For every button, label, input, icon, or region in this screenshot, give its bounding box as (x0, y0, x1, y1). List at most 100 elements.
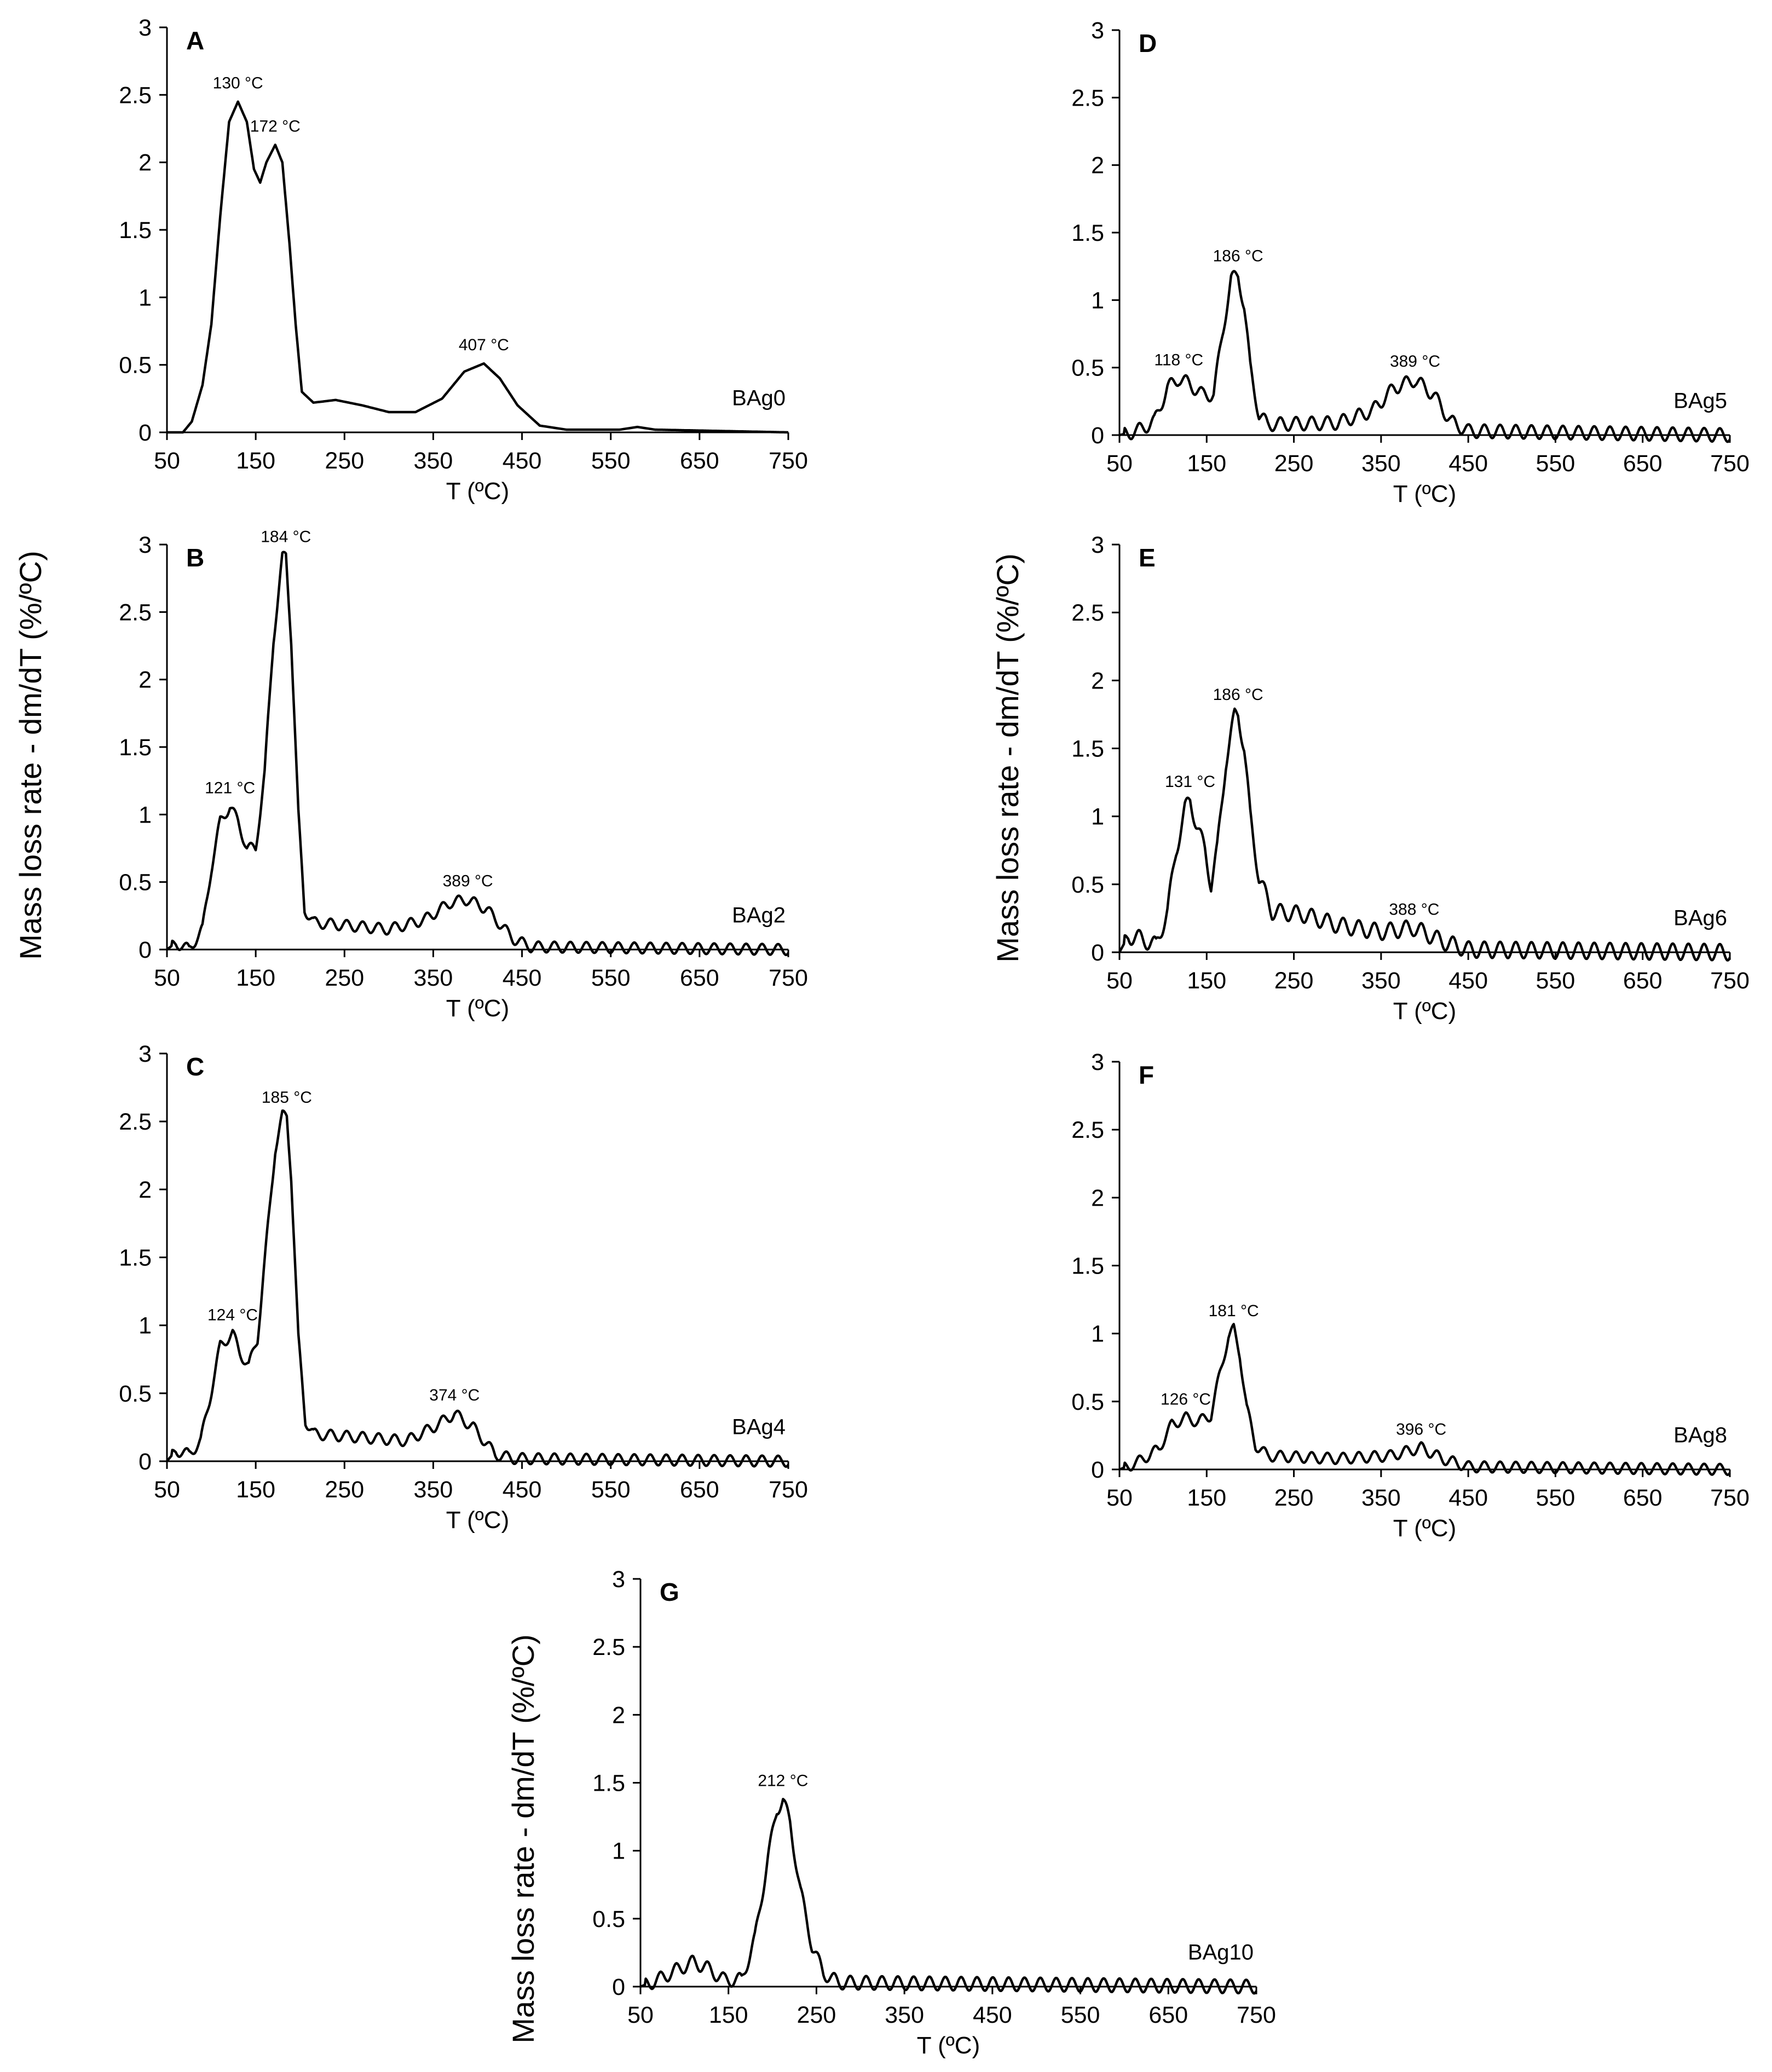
x-tick-label: 650 (1623, 450, 1663, 477)
sample-label: BAg2 (732, 904, 786, 928)
x-axis-title: T (ºC) (917, 2032, 980, 2059)
x-tick-label: 750 (1710, 450, 1750, 477)
x-tick-label: 50 (627, 2002, 654, 2028)
x-tick-label: 550 (1536, 1485, 1575, 1511)
x-tick-label: 650 (1623, 1485, 1663, 1511)
y-axis-label-bottom: Mass loss rate - dm/dT (%/ºC) (506, 1634, 540, 2044)
peak-label: 186 °C (1213, 686, 1263, 704)
peak-label: 130 °C (213, 74, 263, 92)
panel-letter: C (186, 1052, 204, 1081)
y-tick-label: 2 (612, 1702, 625, 1728)
x-tick-label: 750 (1710, 1485, 1750, 1511)
sample-label: BAg0 (732, 386, 786, 410)
peak-label: 172 °C (250, 118, 301, 136)
y-tick-label: 3 (138, 15, 152, 41)
x-tick-label: 450 (973, 2002, 1012, 2028)
x-tick-label: 550 (591, 448, 631, 474)
peak-label: 185 °C (262, 1089, 312, 1107)
y-tick-label: 3 (1091, 532, 1104, 558)
x-tick-label: 350 (1361, 450, 1401, 477)
peak-label: 118 °C (1154, 351, 1203, 369)
x-tick-label: 150 (1187, 450, 1226, 477)
x-tick-label: 450 (1448, 450, 1488, 477)
x-tick-label: 550 (1536, 968, 1575, 994)
y-tick-label: 2 (1091, 153, 1104, 179)
x-tick-label: 50 (1106, 450, 1133, 477)
y-tick-label: 2.5 (1071, 85, 1104, 111)
peak-label: 186 °C (1213, 247, 1263, 265)
y-tick-label: 2 (138, 1177, 152, 1203)
x-tick-label: 150 (709, 2002, 748, 2028)
x-tick-label: 150 (1187, 1485, 1226, 1511)
y-tick-label: 3 (138, 532, 152, 558)
y-tick-label: 0.5 (119, 870, 152, 896)
peak-label: 121 °C (205, 779, 255, 797)
series-line (1119, 270, 1731, 443)
y-tick-label: 0 (138, 1449, 152, 1475)
y-tick-label: 2 (138, 667, 152, 693)
x-axis-title: T (ºC) (446, 1507, 509, 1533)
y-tick-label: 2.5 (1071, 600, 1104, 626)
peak-label: 374 °C (429, 1386, 480, 1404)
x-axis-title: T (ºC) (1393, 998, 1456, 1025)
x-tick-label: 650 (680, 1477, 719, 1503)
peak-label: 131 °C (1165, 773, 1215, 791)
y-tick-label: 2.5 (119, 1109, 152, 1135)
panel-letter: G (660, 1578, 679, 1606)
x-tick-label: 450 (1448, 968, 1488, 994)
peak-label: 124 °C (207, 1306, 258, 1324)
series-line (1119, 1323, 1731, 1476)
y-tick-label: 1 (1091, 287, 1104, 314)
y-tick-label: 2.5 (119, 599, 152, 626)
panel-letter: F (1139, 1061, 1154, 1089)
y-tick-label: 3 (612, 1566, 625, 1593)
x-tick-label: 450 (1448, 1485, 1488, 1511)
y-tick-label: 1.5 (592, 1770, 625, 1797)
x-tick-label: 650 (1148, 2002, 1188, 2028)
series-line (1118, 707, 1731, 962)
y-tick-label: 1 (138, 802, 152, 828)
x-tick-label: 250 (1274, 450, 1314, 477)
y-tick-label: 1.5 (1071, 1253, 1104, 1280)
x-tick-label: 250 (325, 965, 364, 991)
x-tick-label: 750 (769, 448, 808, 474)
x-tick-label: 350 (414, 448, 453, 474)
x-tick-label: 450 (503, 1477, 542, 1503)
y-tick-label: 1 (1091, 804, 1104, 830)
y-tick-label: 0 (1091, 940, 1104, 966)
x-axis-title: T (ºC) (446, 995, 509, 1022)
x-tick-label: 350 (885, 2002, 924, 2028)
y-tick-label: 3 (1091, 1049, 1104, 1075)
y-tick-label: 1.5 (119, 734, 152, 761)
x-tick-label: 750 (769, 1477, 808, 1503)
y-tick-label: 3 (138, 1041, 152, 1067)
y-tick-label: 1 (1091, 1321, 1104, 1347)
series-line (166, 1109, 789, 1468)
x-tick-label: 350 (1361, 1485, 1401, 1511)
x-tick-label: 50 (1106, 1485, 1133, 1511)
y-tick-label: 2.5 (592, 1634, 625, 1660)
y-tick-label: 0.5 (119, 1381, 152, 1407)
peak-label: 181 °C (1209, 1302, 1259, 1320)
peak-label: 184 °C (261, 528, 311, 546)
x-tick-label: 350 (414, 965, 453, 991)
y-tick-label: 1 (138, 285, 152, 311)
y-tick-label: 0.5 (119, 352, 152, 379)
x-axis-title: T (ºC) (446, 478, 509, 505)
y-tick-label: 1.5 (119, 1245, 152, 1271)
y-tick-label: 1.5 (1071, 736, 1104, 762)
x-tick-label: 450 (503, 448, 542, 474)
y-tick-label: 2 (138, 150, 152, 176)
y-tick-label: 0 (138, 937, 152, 963)
panel-letter: E (1139, 543, 1156, 572)
y-tick-label: 2.5 (1071, 1117, 1104, 1143)
y-tick-label: 0 (138, 420, 152, 446)
y-tick-label: 0 (1091, 1457, 1104, 1483)
series-line (166, 551, 789, 956)
